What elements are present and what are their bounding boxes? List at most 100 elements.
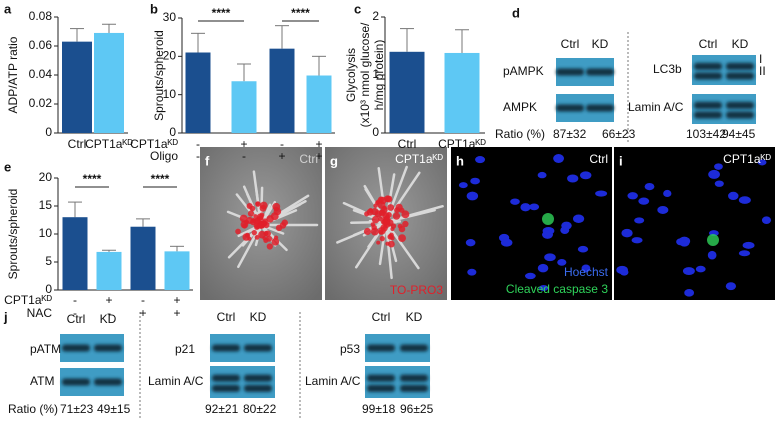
nucleus [725,282,737,291]
nucleus [386,219,394,227]
y-axis-label: ADP/ATP ratio [6,36,20,113]
blot [692,55,756,85]
band [244,374,272,382]
nucleus [398,225,406,233]
ratio: 103±42 [686,127,726,141]
y-axis-label: Sprouts/spheroid [152,30,166,121]
nucleus [657,205,669,214]
nucleus [386,212,392,218]
ratio-label: Ratio (%) [495,127,545,141]
nucleus [270,212,279,221]
protein-label: pATM [30,342,61,356]
y-axis-label: Sprouts/spheroid [6,189,20,280]
nucleus [253,214,258,219]
nucleus [638,197,650,205]
nucleus [387,240,395,248]
nucleus [577,245,589,253]
nucleus [398,234,406,243]
nucleus [738,250,751,257]
nucleus [621,228,633,238]
ratio: 99±18 [362,402,396,416]
lane-label: Ctrl [561,37,580,51]
nucleus [380,224,388,232]
band [726,101,754,109]
y-tick-label: 2 [372,9,379,23]
panel-letter: c [354,1,361,16]
panel-letter: h [456,153,464,168]
nucleus [379,236,385,242]
band [694,72,722,80]
nucleus [561,221,572,230]
significance: **** [151,172,170,186]
nucleus [281,219,289,227]
band [556,104,584,112]
ratio: 71±23 [60,402,94,416]
nucleus [542,230,554,239]
nucleus [247,236,252,241]
sprout [352,220,388,237]
lane-label: Ctrl [699,37,718,51]
sprout [237,223,263,269]
y-tick-label: 15 [39,198,53,212]
band [62,344,90,352]
y-tick-label: 0.02 [29,96,53,110]
bar [231,81,257,133]
y-tick-label: 30 [163,10,177,24]
ratio: 49±15 [97,402,131,416]
nucleus [374,210,382,218]
nucleus [708,169,720,179]
y-tick-label: 0 [372,125,379,139]
nucleus [644,182,655,191]
nucleus [392,212,401,220]
protein-label: Lamin A/C [305,374,361,388]
nucleus [553,154,564,163]
bar [130,226,156,290]
nucleus [510,198,520,205]
nucleus [728,191,739,201]
band [212,374,240,382]
y-tick-label: 0.08 [29,9,53,23]
condition-value: - [196,149,200,163]
bar [306,75,332,133]
nucleus [616,265,628,275]
ratio: 80±22 [243,402,277,416]
nucleus [266,243,273,250]
nucleus [263,221,268,226]
nucleus [567,174,579,183]
protein-label: LC3b [653,62,682,76]
nucleus [537,171,547,179]
band [556,68,584,76]
condition-value: - [107,306,111,320]
nucleus [246,216,254,224]
nucleus [557,258,567,266]
bar [444,52,480,133]
nucleus [676,238,685,246]
micrograph-label: CPT1aᴷᴰ [395,152,443,166]
bar [389,51,425,133]
condition-value: + [315,137,322,151]
nucleus [255,201,260,206]
lane-label: Ctrl [217,310,236,324]
nucleus [402,220,409,228]
nucleus [634,217,645,224]
condition-name: Oligo [150,149,178,163]
nucleus [371,224,377,231]
nucleus [384,195,391,203]
protein-label: pAMPK [503,64,544,78]
protein-label: AMPK [503,100,537,114]
band [244,344,272,352]
nucleus [684,289,695,297]
ratio: 96±25 [400,402,434,416]
panel-letter: f [205,153,210,168]
nucleus [595,190,608,197]
nucleus [363,227,372,236]
band [400,384,428,392]
micrograph-i [614,147,775,300]
nucleus [251,229,257,236]
protein-label: Lamin A/C [628,100,684,114]
band [244,384,272,392]
y-axis-label: (x10³ nmol glucose/ [358,22,372,127]
nucleus [235,228,241,235]
panel-letter: g [330,153,338,168]
